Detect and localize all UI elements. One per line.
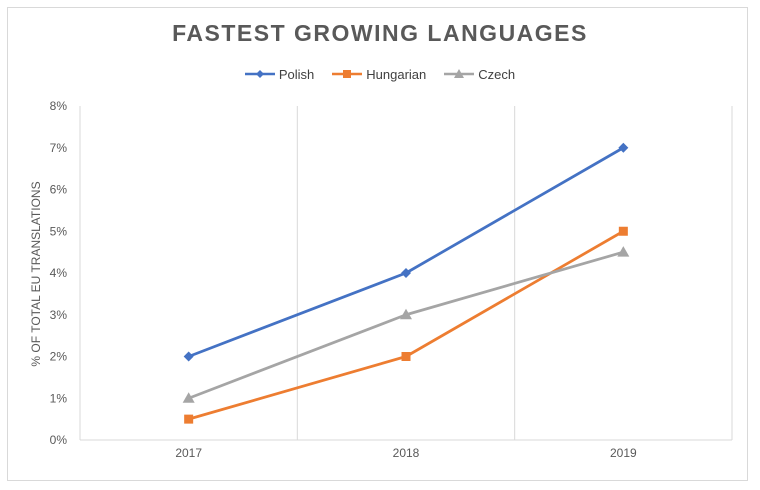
chart-frame: [7, 7, 748, 481]
data-point-hungarian-2017: [184, 414, 194, 424]
data-point-czech-2018: [400, 308, 412, 320]
chart-legend: Polish Hungarian Czech: [0, 66, 760, 82]
legend-label-hungarian: Hungarian: [366, 66, 427, 82]
legend-item-polish: Polish: [244, 66, 315, 82]
x-tick-label-2017: 2017: [175, 446, 202, 460]
legend-swatch-polish: [244, 70, 275, 78]
data-point-czech-2017: [182, 392, 195, 403]
legend-swatch-hungarian: [332, 70, 363, 78]
chart-title: FASTEST GROWING LANGUAGES: [172, 20, 588, 46]
y-tick-label-5: 5%: [50, 224, 68, 238]
y-tick-label-7: 7%: [50, 141, 68, 155]
y-tick-label-6: 6%: [50, 183, 68, 197]
series-line-polish: [187, 146, 625, 358]
data-point-polish-2019: [618, 142, 629, 153]
y-tick-label-1: 1%: [50, 391, 68, 405]
legend-label-czech: Czech: [478, 66, 516, 82]
y-tick-label-3: 3%: [50, 308, 68, 322]
x-tick-label-2018: 2018: [393, 446, 420, 460]
data-point-polish-2017: [183, 351, 194, 362]
legend-swatch-czech: [444, 69, 475, 78]
legend-item-czech: Czech: [444, 66, 515, 82]
data-point-polish-2018: [401, 268, 411, 278]
data-point-czech-2019: [617, 246, 630, 257]
legend-label-polish: Polish: [278, 66, 315, 82]
series-line-hungarian: [187, 229, 625, 421]
legend-item-hungarian: Hungarian: [332, 66, 426, 82]
x-tick-label-2019: 2019: [610, 446, 637, 460]
y-tick-label-4: 4%: [50, 266, 68, 280]
y-tick-label-0: 0%: [50, 433, 68, 447]
y-tick-label-8: 8%: [50, 99, 68, 113]
y-tick-label-2: 2%: [50, 350, 68, 364]
data-point-hungarian-2018: [401, 352, 411, 361]
data-point-hungarian-2019: [618, 226, 628, 236]
